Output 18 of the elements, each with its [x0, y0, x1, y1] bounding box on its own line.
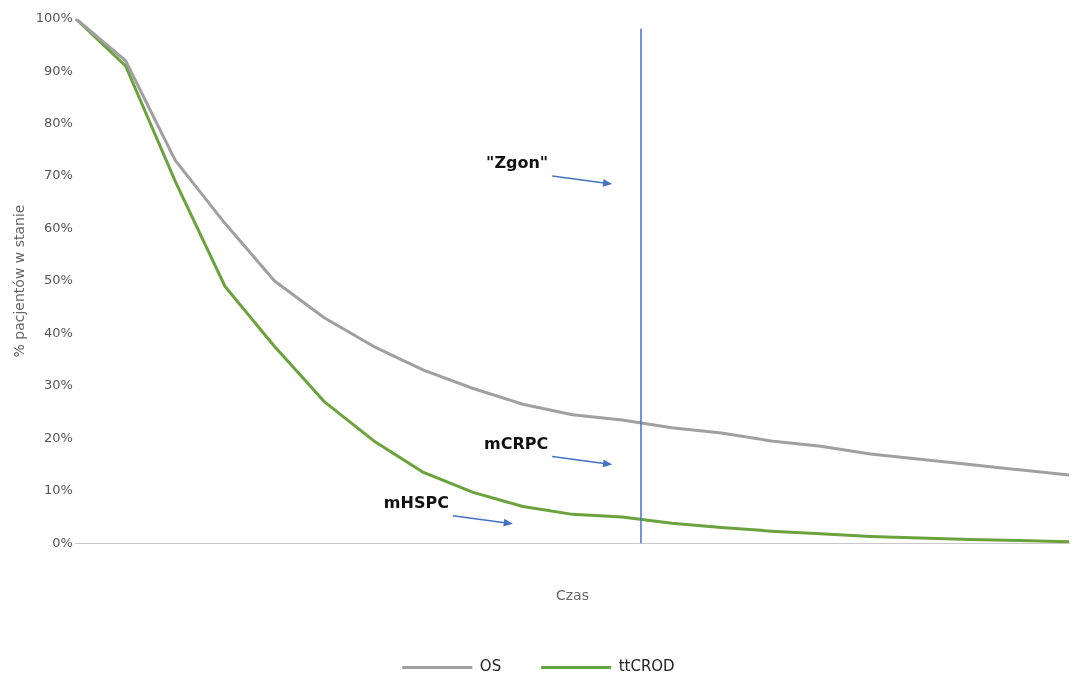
y-tick-label: 20%	[44, 429, 73, 445]
x-axis-title: Czas	[555, 587, 589, 604]
y-tick-label: 100%	[35, 10, 73, 26]
y-tick-label: 40%	[44, 324, 73, 340]
y-axis-title: % pacjentów w stanie	[11, 204, 28, 358]
annotation: mHSPC	[383, 492, 449, 512]
y-tick-label: 60%	[44, 219, 73, 235]
y-tick-label: 80%	[44, 115, 73, 131]
annotation: "Zgon"	[486, 153, 549, 173]
y-tick-label: 50%	[44, 272, 73, 288]
legend-label: OS	[479, 657, 502, 676]
y-tick-label: 0%	[52, 534, 73, 550]
y-tick-label: 90%	[44, 62, 73, 78]
y-tick-label: 70%	[44, 167, 73, 183]
y-tick-label: 10%	[44, 482, 73, 498]
y-tick-label: 30%	[44, 377, 73, 393]
legend-label: ttCROD	[618, 657, 675, 676]
annotation: mCRPC	[484, 433, 549, 453]
